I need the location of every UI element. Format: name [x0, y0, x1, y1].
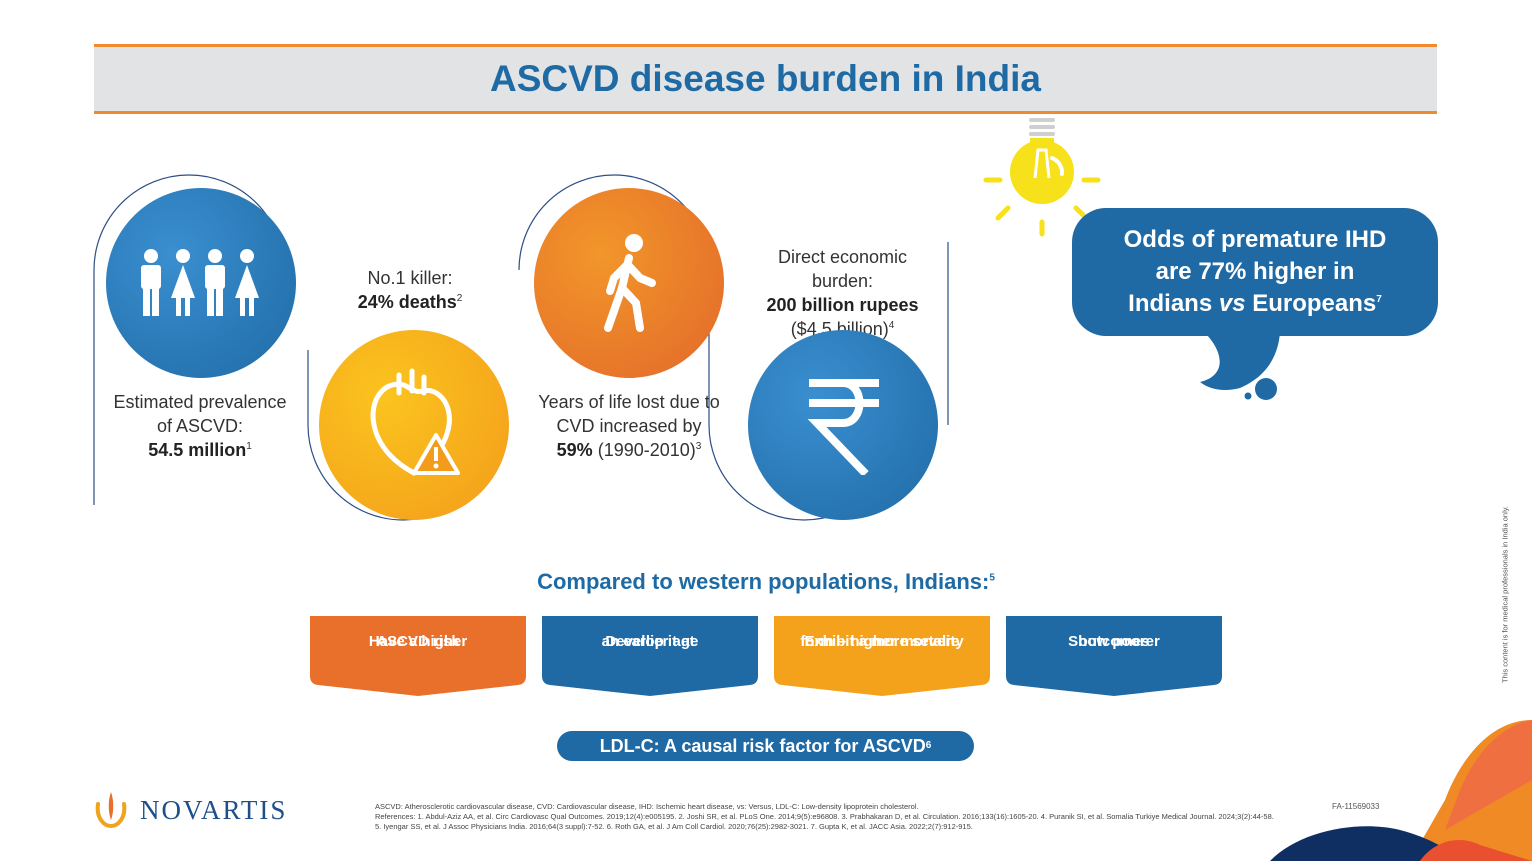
corner-decoration [1270, 720, 1532, 861]
bubble-line-3: Indians vs Europeans7 [1128, 290, 1382, 317]
ref-3: 3 [695, 441, 702, 452]
prevalence-circle [106, 188, 296, 378]
chevron-earlier-age: Develop it at an earlier age [542, 616, 758, 696]
novartis-logo-text: NOVARTIS [140, 795, 288, 825]
side-disclaimer: This content is for medical professional… [1500, 505, 1510, 684]
footnotes: ASCVD: Atherosclerotic cardiovascular di… [375, 802, 1275, 832]
heart-warning-icon [370, 368, 460, 476]
bubble-line-1: Odds of premature IHD [1123, 226, 1387, 253]
novartis-logo-icon [95, 792, 127, 829]
ref-2: 2 [456, 293, 463, 304]
ref-1: 1 [246, 441, 252, 452]
rupee-icon [807, 379, 879, 475]
economic-value: 200 billion rupees [766, 295, 919, 315]
walking-person-icon [604, 234, 656, 332]
killer-label: No.1 killer: [367, 268, 453, 288]
chevron-higher-risk: Have a higher ASCVD risk [310, 616, 526, 696]
economic-text: Direct economic burden: 200 billion rupe… [745, 245, 940, 341]
killer-value: 24% deaths [357, 292, 457, 312]
ref-7: 7 [1376, 294, 1382, 305]
prevalence-text: Estimated prevalence of ASCVD: 54.5 mill… [110, 390, 290, 462]
references: References: 1. Abdul-Aziz AA, et al. Cir… [375, 812, 1274, 831]
ldl-pill: LDL-C: A causal risk factor for ASCVD 6 [557, 731, 974, 761]
years-lost-text: Years of life lost due to CVD increased … [524, 390, 734, 462]
years-lost-period: (1990-2010) [597, 440, 696, 460]
odds-bubble: Odds of premature IHD are 77% higher in … [1072, 208, 1438, 336]
chevron-severe-form: Exhibit a more severe form – higher morta… [774, 616, 990, 696]
economic-circle [748, 330, 938, 520]
people-icon [141, 249, 259, 316]
ref-4: 4 [888, 320, 895, 331]
prevalence-label: Estimated prevalence of ASCVD: [113, 392, 287, 436]
bubble-tail [1190, 320, 1281, 400]
abbreviations: ASCVD: Atherosclerotic cardiovascular di… [375, 802, 919, 811]
killer-text: No.1 killer: 24% deaths2 [320, 266, 500, 314]
killer-circle [319, 330, 509, 520]
years-lost-label: Years of life lost due to CVD increased … [538, 392, 720, 436]
comparison-heading: Compared to western populations, Indians… [537, 569, 995, 594]
years-lost-circle [534, 188, 724, 378]
title-bar: ASCVD disease burden in India [94, 44, 1437, 114]
years-lost-value: 59% [556, 440, 593, 460]
ref-5: 5 [989, 572, 995, 584]
prevalence-value: 54.5 million [148, 440, 247, 460]
document-code: FA-11569033 [1332, 802, 1380, 811]
bubble-line-2: are 77% higher in [1155, 258, 1355, 285]
chevron-poorer-outcomes: Show poorer outcomes [1006, 616, 1222, 696]
lightbulb-icon [983, 118, 1101, 237]
economic-label: Direct economic burden: [777, 247, 908, 291]
page-title: ASCVD disease burden in India [489, 58, 1041, 99]
